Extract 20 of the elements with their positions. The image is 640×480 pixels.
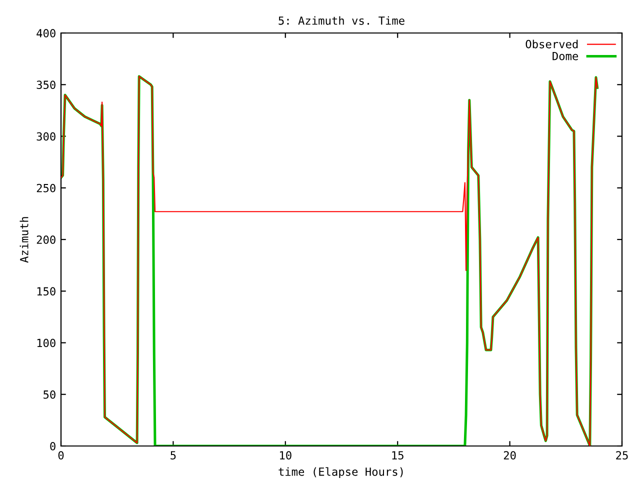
y-tick-label: 100	[37, 338, 56, 348]
x-tick-label: 25	[616, 451, 628, 460]
x-axis-title: time (Elapse Hours)	[278, 467, 403, 478]
legend-label: Observed	[526, 40, 578, 48]
y-tick-label: 0	[50, 442, 56, 450]
y-tick-label: 300	[36, 132, 56, 141]
x-tick-label: 0	[58, 451, 64, 460]
y-tick-label: 150	[37, 287, 56, 296]
y-tick-label: 50	[44, 390, 56, 399]
x-tick-label: 10	[280, 451, 292, 460]
legend-label: Dome	[552, 52, 578, 60]
y-tick-label: 250	[36, 184, 56, 192]
y-axis-title: Azimuth	[20, 217, 28, 263]
x-tick-label: 15	[392, 451, 404, 460]
x-tick-label: 20	[504, 451, 516, 460]
y-tick-label: 200	[36, 236, 56, 244]
chart-title: 5: Azimuth vs. Time	[278, 16, 404, 25]
y-tick-label: 350	[36, 80, 56, 90]
x-tick-label: 5	[170, 451, 176, 460]
y-tick-label: 400	[36, 29, 56, 38]
